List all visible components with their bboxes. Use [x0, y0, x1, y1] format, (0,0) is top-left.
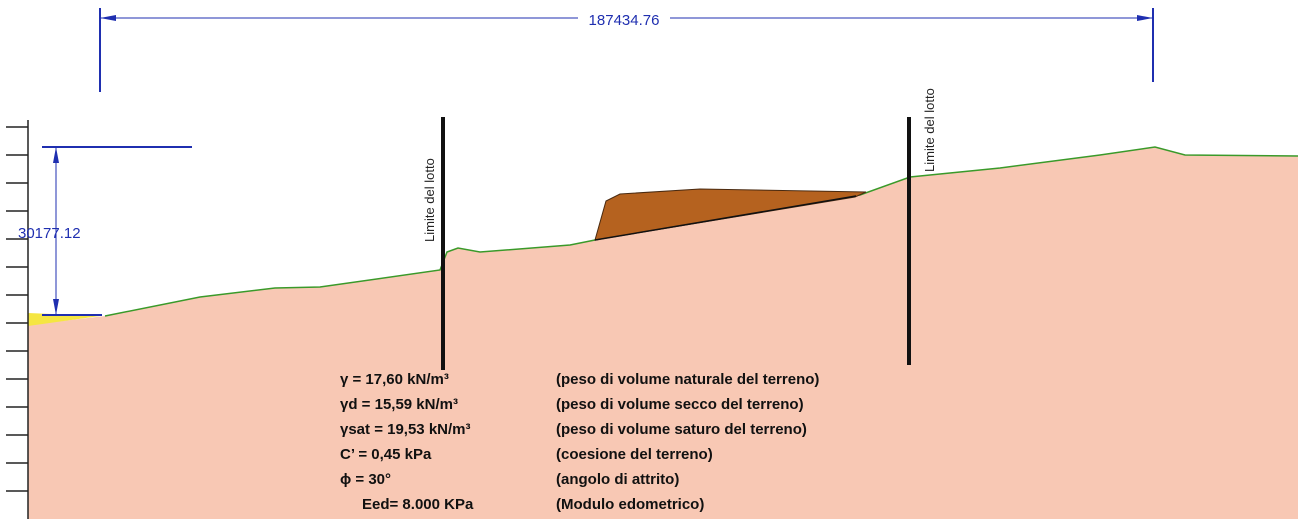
- property-description: (peso di volume secco del terreno): [556, 396, 804, 413]
- property-value: ϕ = 30°: [340, 471, 391, 488]
- water: [28, 313, 100, 326]
- mound-base: [594, 195, 857, 241]
- property-description: (angolo di attrito): [556, 471, 679, 488]
- soil: [28, 147, 1298, 519]
- label-bg: [578, 10, 670, 28]
- property-description: (peso di volume naturale del terreno): [556, 371, 819, 388]
- property-description: (coesione del terreno): [556, 446, 713, 463]
- scale-ticks: [6, 120, 29, 519]
- lot-label: Limite del lotto: [922, 88, 937, 172]
- property-value: γsat = 19,53 kN/m³: [340, 421, 471, 438]
- property-value: Eed= 8.000 KPa: [362, 496, 474, 513]
- horizontal-dimension: 187434.76: [589, 12, 660, 29]
- vertical-dimension: 30177.12: [18, 225, 81, 242]
- property-description: (peso di volume saturo del terreno): [556, 421, 807, 438]
- fill-mound: [594, 188, 867, 241]
- property-description: (Modulo edometrico): [556, 496, 704, 513]
- ground-line: [104, 146, 1298, 317]
- property-value: C’ = 0,45 kPa: [340, 446, 432, 463]
- lot-label: Limite del lotto: [422, 158, 437, 242]
- soil-properties: γ = 17,60 kN/m³ (peso di volume naturale …: [340, 371, 819, 513]
- property-value: γ = 17,60 kN/m³: [340, 371, 449, 388]
- property-value: γd = 15,59 kN/m³: [340, 396, 458, 413]
